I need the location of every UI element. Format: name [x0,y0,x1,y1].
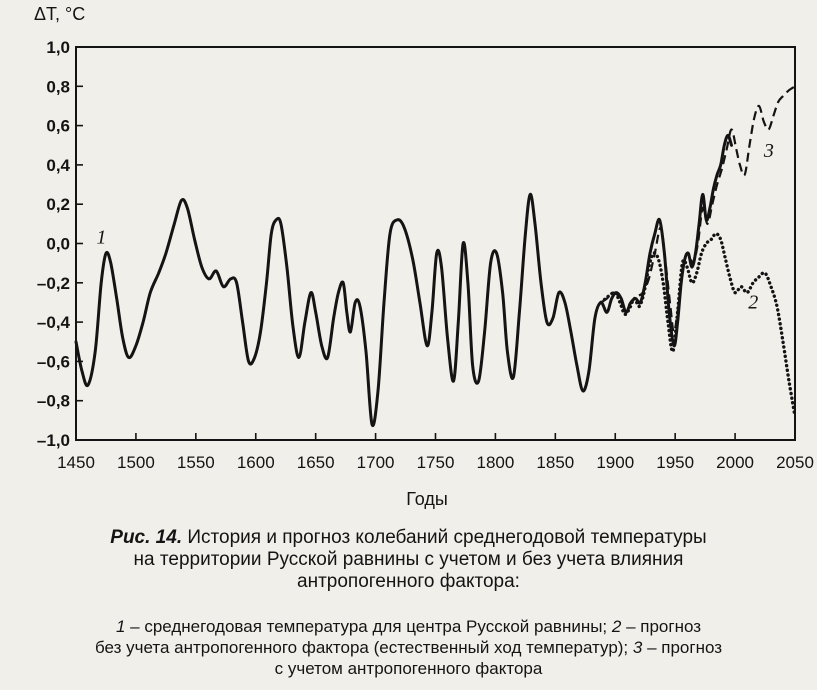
figure-caption: Рис. 14. История и прогноз колебаний сре… [0,527,817,593]
chart-axes [75,46,796,441]
chart-annotations: 1 2 3 [96,140,773,313]
legend-number-3: 3 [632,638,643,657]
x-tick-label: 1900 [596,453,634,472]
legend-text-2a: – прогноз [621,617,702,636]
caption-title-1: История и прогноз колебаний среднегодово… [187,527,707,548]
y-tick-label: 0,6 [46,117,70,136]
x-tick-label: 2050 [776,453,814,472]
series-annotation-1: 1 [96,227,106,249]
figure-number: Рис. 14. [110,527,183,548]
legend-line-1: 1 – среднегодовая температура для центра… [0,616,817,637]
y-tick-label: –0,6 [37,352,70,371]
legend-number-2: 2 [611,617,622,636]
x-tick-label: 1850 [536,453,574,472]
series-line-2 [599,232,797,419]
y-tick-label: 0,2 [46,195,70,214]
y-tick-label: –0,4 [37,313,71,332]
x-tick-label: 1800 [477,453,515,472]
series-annotation-2: 2 [748,291,758,313]
caption-title-3: антропогенного фактора: [297,571,520,592]
legend-number-1: 1 [115,617,126,636]
temperature-chart: 1,0 0,8 0,6 0,4 0,2 0,0 –0,2 –0,4 –0,6 –0,8 –1,0 14… [34,4,814,509]
chart-series [74,85,797,428]
x-tick-label: 1450 [57,453,95,472]
x-tick-label: 1700 [357,453,395,472]
series-annotation-3: 3 [763,140,774,162]
y-tick-label: –1,0 [37,431,70,450]
y-tick-label: –0,8 [37,392,70,411]
figure-legend: 1 – среднегодовая температура для центра… [0,616,817,679]
y-tick-label: 1,0 [46,38,70,57]
plot-frame [75,46,796,441]
x-axis-label: Годы [406,489,448,509]
x-tick-label: 1650 [297,453,335,472]
caption-line-1: Рис. 14. История и прогноз колебаний сре… [0,527,817,549]
x-tick-label: 1600 [237,453,275,472]
y-tick-label: 0,8 [46,77,70,96]
y-tick-label: 0,4 [46,156,70,175]
x-tick-label: 1750 [417,453,455,472]
x-tick-label: 2000 [716,453,754,472]
legend-line-2: без учета антропогенного фактора (естест… [0,637,817,658]
caption-title-2: на территории Русской равнины с учетом и… [133,549,684,570]
x-tick-label: 1950 [656,453,694,472]
legend-text-1: – среднегодовая температура для центра Р… [125,617,612,636]
series-line-3 [600,85,796,334]
y-tick-label: 0,0 [46,235,70,254]
y-axis-label: ΔT, °C [34,4,85,24]
legend-text-2b: без учета антропогенного фактора (естест… [94,638,633,657]
chart-ticks: 1,0 0,8 0,6 0,4 0,2 0,0 –0,2 –0,4 –0,6 –0,8 –1,0 14… [37,38,814,472]
legend-line-3: с учетом антропогенного фактора [0,658,817,679]
series-line-1 [74,133,733,428]
x-tick-label: 1550 [177,453,215,472]
y-tick-label: –0,2 [37,274,70,293]
x-tick-label: 1500 [117,453,155,472]
legend-text-3a: – прогноз [642,638,723,657]
legend-text-3b: с учетом антропогенного фактора [274,659,543,678]
